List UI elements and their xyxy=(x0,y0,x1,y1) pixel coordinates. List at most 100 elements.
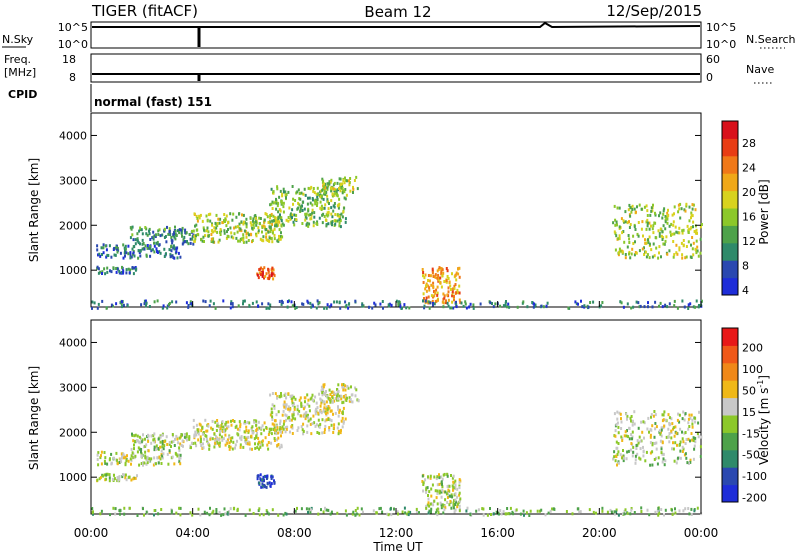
data-cell xyxy=(627,234,630,237)
data-cell xyxy=(358,513,361,517)
data-cell xyxy=(247,440,250,444)
freq-label-line2: [MHz] xyxy=(4,66,36,79)
data-cell xyxy=(624,210,627,214)
data-cell xyxy=(214,229,217,233)
data-cell xyxy=(166,443,169,446)
data-cell xyxy=(273,479,275,483)
data-cell xyxy=(342,383,345,386)
data-cell xyxy=(245,437,248,441)
data-cell xyxy=(337,407,340,411)
data-cell xyxy=(284,406,287,410)
data-cell xyxy=(437,278,440,282)
data-cell xyxy=(161,433,164,437)
data-cell xyxy=(620,420,623,424)
data-cell xyxy=(259,445,262,449)
data-cell xyxy=(102,251,105,255)
data-cell xyxy=(455,271,458,275)
data-cell xyxy=(293,407,296,411)
data-cell xyxy=(691,207,694,211)
data-cell xyxy=(499,304,502,308)
data-cell xyxy=(293,213,296,217)
data-cell xyxy=(161,439,164,443)
data-cell xyxy=(133,254,136,258)
data-cell xyxy=(262,224,265,228)
data-cell xyxy=(255,434,258,438)
data-cell xyxy=(277,220,280,224)
data-cell xyxy=(340,419,343,423)
data-cell xyxy=(221,221,224,225)
data-cell xyxy=(652,414,655,418)
data-cell xyxy=(458,509,461,513)
data-cell xyxy=(618,206,621,210)
data-cell xyxy=(222,429,225,433)
data-cell xyxy=(422,271,425,274)
data-cell xyxy=(275,424,278,428)
data-cell xyxy=(694,440,697,444)
data-cell xyxy=(281,413,284,417)
data-cell xyxy=(122,303,125,307)
data-cell xyxy=(150,434,153,438)
data-cell xyxy=(273,406,276,410)
data-cell xyxy=(673,434,676,438)
data-cell xyxy=(123,506,126,510)
data-cell xyxy=(441,485,444,489)
data-cell xyxy=(438,473,440,477)
colorbar-segment xyxy=(722,121,738,139)
data-cell xyxy=(166,452,169,456)
data-cell xyxy=(263,428,265,432)
data-cell xyxy=(338,221,341,225)
data-cell xyxy=(273,274,276,278)
data-cell xyxy=(108,473,111,477)
data-cell xyxy=(175,434,178,438)
data-cell xyxy=(320,508,322,512)
data-cell xyxy=(629,448,632,452)
data-cell xyxy=(700,223,703,226)
data-cell xyxy=(336,388,338,391)
data-cell xyxy=(165,435,168,439)
data-cell xyxy=(495,510,498,514)
data-cell xyxy=(255,429,258,432)
data-cell xyxy=(96,458,99,461)
data-cell xyxy=(699,237,702,241)
data-cell xyxy=(665,435,668,439)
data-cell xyxy=(121,456,123,460)
data-cell xyxy=(692,305,695,309)
data-cell xyxy=(546,301,549,305)
data-cell xyxy=(651,209,654,213)
data-cell xyxy=(454,492,457,496)
data-cell xyxy=(666,217,669,221)
data-cell xyxy=(223,231,226,235)
data-cell xyxy=(334,213,337,216)
data-cell xyxy=(250,233,253,237)
freq-panel-frame xyxy=(90,53,702,83)
data-cell xyxy=(436,513,439,517)
data-cell xyxy=(429,301,432,305)
data-cell xyxy=(435,496,438,500)
data-cell xyxy=(646,214,649,217)
data-cell xyxy=(192,418,195,422)
data-cell xyxy=(286,300,289,304)
data-cell xyxy=(223,219,225,223)
data-cell xyxy=(352,191,354,194)
data-cell xyxy=(454,291,457,295)
data-cell xyxy=(117,248,120,252)
data-cell xyxy=(623,509,626,513)
data-cell xyxy=(132,238,135,242)
data-cell xyxy=(319,190,322,194)
data-cell xyxy=(616,453,619,456)
data-cell xyxy=(651,305,654,309)
data-cell xyxy=(298,192,301,195)
data-cell xyxy=(323,182,325,186)
data-cell xyxy=(274,428,277,432)
data-cell xyxy=(116,476,119,480)
data-cell xyxy=(655,441,658,445)
data-cell xyxy=(289,430,291,434)
colorbar-segment xyxy=(722,467,738,486)
data-cell xyxy=(334,392,337,396)
data-cell xyxy=(312,220,315,224)
data-cell xyxy=(181,228,184,232)
data-cell xyxy=(457,291,460,295)
data-cell xyxy=(668,302,671,306)
data-cell xyxy=(682,243,685,247)
data-cell xyxy=(429,476,432,480)
